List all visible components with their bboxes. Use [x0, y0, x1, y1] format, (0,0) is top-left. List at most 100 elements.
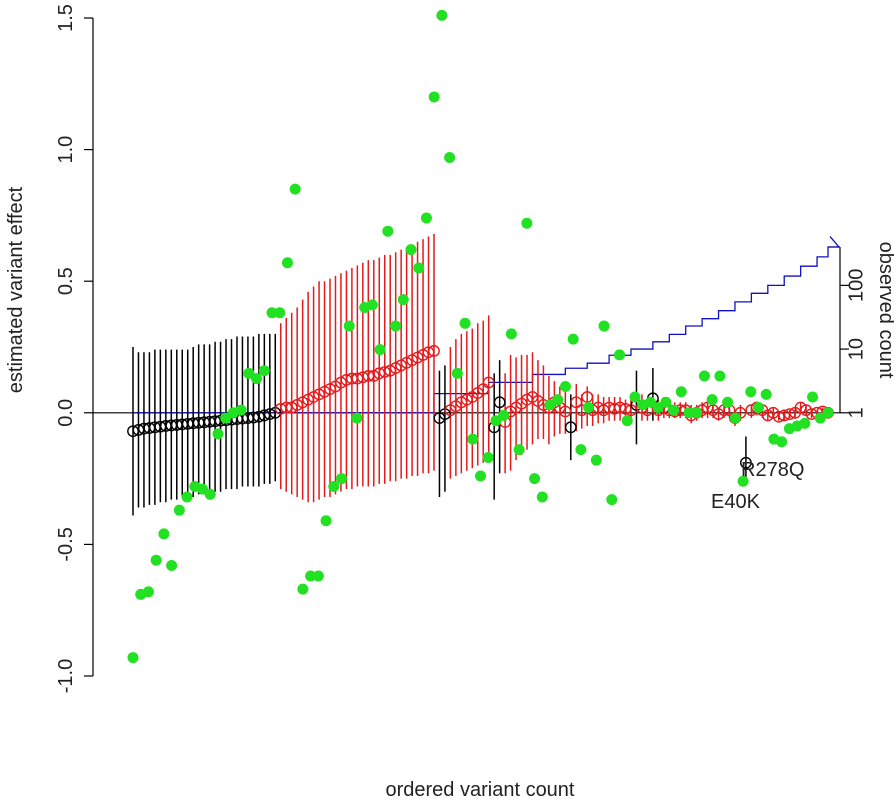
observed-point [413, 262, 425, 274]
x-axis-title: ordered variant count [385, 779, 574, 800]
observed-point [552, 394, 564, 406]
y-tick-label: 1.5 [55, 4, 77, 32]
estimate-point [351, 372, 364, 385]
observed-point [397, 294, 409, 306]
y-tick-label: -0.5 [55, 527, 77, 561]
observed-point [197, 483, 208, 495]
observed-point [745, 386, 757, 398]
observed-point [166, 559, 178, 571]
estimate-point [400, 356, 413, 369]
observed-point [235, 404, 247, 416]
estimate-point [455, 396, 468, 409]
observed-point [629, 391, 641, 403]
estimate-point [794, 401, 807, 414]
observed-point [559, 380, 571, 392]
observed-point [374, 344, 386, 356]
estimate-point [378, 366, 391, 378]
estimate-point [411, 351, 424, 364]
observed-point [814, 412, 826, 424]
estimate-point [318, 385, 331, 398]
observed-point [351, 412, 363, 424]
observed-point [281, 257, 293, 269]
observed-point [668, 404, 680, 416]
y-axis-title: estimated variant effect [5, 186, 27, 393]
estimate-point [247, 411, 260, 424]
estimate-point [362, 370, 375, 382]
observed-point [420, 212, 432, 224]
y2-axis-title: observed count [875, 242, 894, 379]
estimate-point [296, 396, 309, 409]
estimate-point [285, 401, 298, 414]
observed-point [505, 328, 517, 340]
estimate-point [614, 401, 626, 414]
observed-point [529, 473, 541, 485]
observed-point [274, 307, 286, 319]
observed-point [521, 217, 533, 229]
observed-point [436, 9, 448, 21]
estimate-point [619, 402, 632, 415]
observed-point [366, 299, 378, 311]
observed-point [305, 570, 317, 582]
observed-point [150, 554, 162, 566]
estimate-point [564, 421, 577, 434]
observed-point [251, 373, 263, 385]
estimate-point [307, 391, 320, 403]
observed-point [760, 388, 772, 400]
y-tick-label: -1.0 [55, 659, 77, 693]
observed-point [158, 528, 170, 540]
estimate-point [384, 364, 397, 377]
observed-point [614, 349, 625, 361]
observed-point [405, 244, 417, 256]
estimate-point [127, 425, 139, 438]
estimate-point [313, 388, 325, 401]
observed-point [544, 399, 556, 411]
observed-point [606, 494, 618, 506]
observed-point [243, 367, 255, 379]
observed-point [737, 475, 749, 487]
observed-point [583, 402, 595, 414]
observed-point [536, 491, 548, 503]
observed-point [258, 365, 270, 377]
estimate-point [772, 410, 785, 423]
observed-point [675, 386, 687, 398]
observed-point [220, 412, 232, 424]
observed-point [212, 428, 224, 440]
estimate-point [252, 410, 265, 423]
observed-point [683, 407, 695, 419]
observed-point [498, 409, 510, 421]
observed-point [621, 415, 633, 427]
observed-point [204, 488, 216, 500]
observed-point [644, 396, 656, 408]
observed-point [343, 320, 355, 332]
observed-point [652, 402, 664, 414]
estimate-point [493, 396, 506, 409]
observed-point [181, 491, 193, 503]
estimate-point [280, 401, 293, 414]
estimate-point [395, 359, 408, 372]
observed-count-line [133, 236, 841, 414]
observed-point [142, 586, 154, 598]
estimate-point [258, 409, 271, 422]
estimate-point [559, 405, 572, 418]
observed-point [598, 320, 610, 332]
observed-point [698, 370, 710, 382]
estimate-point [460, 393, 473, 406]
estimate-point [570, 396, 583, 409]
estimate-point [132, 424, 145, 436]
estimate-point [324, 383, 336, 396]
observed-point [482, 452, 494, 464]
y-axis-ticks: -1.0 -0.5 0.0 0.5 1.0 1.5 [55, 4, 93, 693]
observed-point [173, 504, 185, 516]
observed-point [691, 407, 703, 419]
observed-point [127, 652, 139, 664]
observed-point [312, 570, 324, 582]
observed-point [799, 417, 811, 429]
estimate-point [417, 348, 429, 361]
observed-point [382, 225, 394, 237]
estimate-point [302, 393, 315, 406]
estimate-point [581, 391, 594, 403]
estimate-point [373, 367, 386, 380]
observed-point [297, 583, 309, 595]
observed-point [660, 396, 672, 408]
